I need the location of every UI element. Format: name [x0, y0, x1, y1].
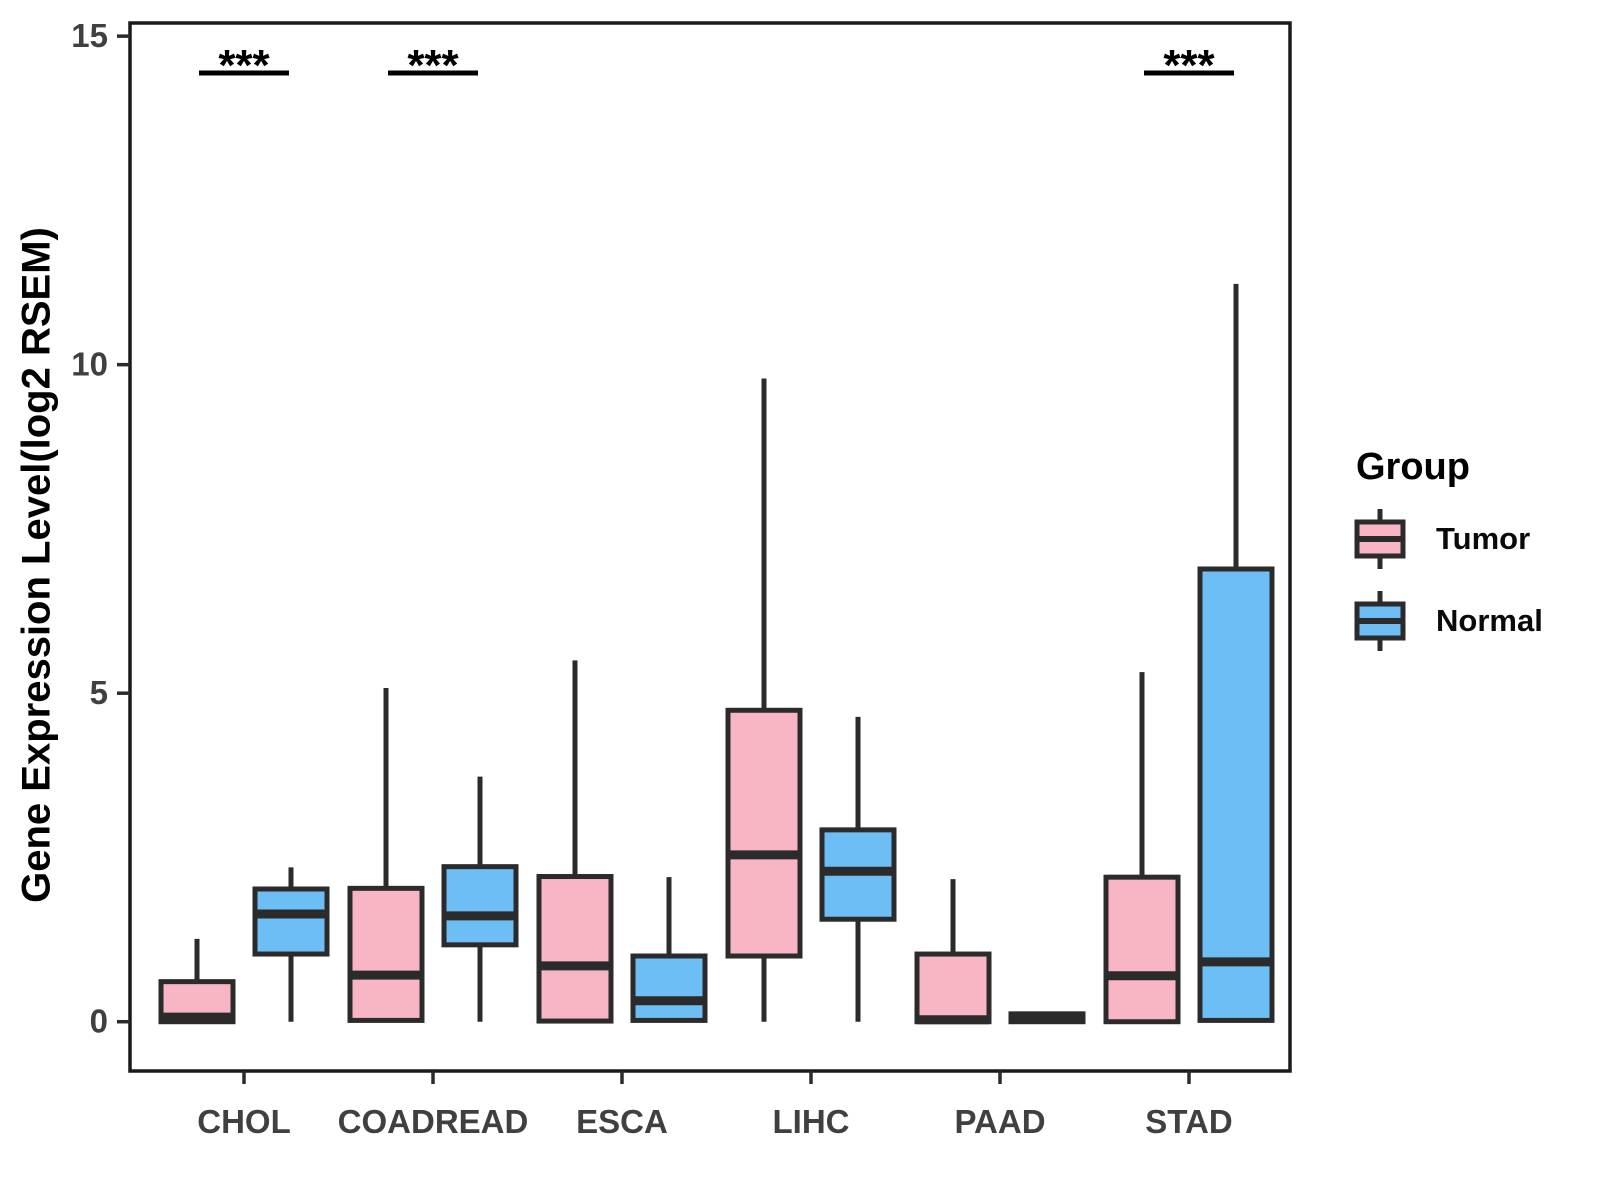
box-lihc-tumor: [725, 707, 803, 959]
y-axis-title: Gene Expression Level(log2 RSEM): [14, 227, 59, 903]
y-tick-label: 0: [90, 1003, 108, 1040]
x-tick-label-chol: CHOL: [197, 1103, 291, 1140]
y-tick-label: 5: [90, 674, 108, 711]
box-chol-normal: [252, 886, 330, 957]
legend-title: Group: [1356, 446, 1470, 488]
box-stad-normal: [1197, 566, 1275, 1023]
legend: Group Tumor Normal: [1352, 446, 1592, 653]
significance-stars-chol: ***: [218, 41, 270, 90]
x-tick-label-coadread: COADREAD: [338, 1103, 529, 1140]
significance-stars-coadread: ***: [407, 41, 459, 90]
box-esca-tumor: [536, 874, 614, 1024]
tumor-boxplot-key-icon: [1354, 509, 1406, 569]
x-tick-label-paad: PAAD: [954, 1103, 1045, 1140]
legend-label-normal: Normal: [1436, 603, 1543, 638]
y-tick-label: 10: [71, 346, 108, 383]
y-tick-label: 15: [71, 17, 108, 54]
x-tick-label-stad: STAD: [1145, 1103, 1232, 1140]
significance-stars-stad: ***: [1163, 41, 1215, 90]
box-esca-normal: [630, 953, 708, 1023]
box-paad-tumor: [914, 951, 992, 1025]
legend-entry-tumor: Tumor: [1352, 507, 1592, 571]
box-stad-tumor: [1103, 874, 1181, 1025]
box-coadread-tumor: [347, 885, 425, 1023]
x-tick-label-lihc: LIHC: [773, 1103, 850, 1140]
normal-boxplot-key-icon: [1354, 591, 1406, 651]
box-coadread-normal: [441, 864, 519, 948]
legend-label-tumor: Tumor: [1436, 521, 1531, 556]
legend-entry-normal: Normal: [1352, 589, 1592, 653]
x-tick-label-esca: ESCA: [576, 1103, 668, 1140]
